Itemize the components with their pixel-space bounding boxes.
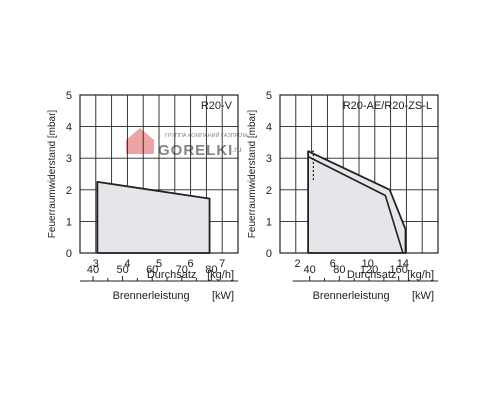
y-tick-label: 2 xyxy=(266,185,272,197)
y-tick-label: 1 xyxy=(266,216,272,228)
y-axis-label: Feuerraumwiderstand [mbar] xyxy=(247,110,258,239)
operating-limit-line xyxy=(307,155,404,254)
chart-r20-ae-zs-l: R20-AE/R20-ZS-L 0 1 2 3 4 5 Feuerraumwiderstand… xyxy=(247,90,439,302)
x-tick-label: 6 xyxy=(330,258,336,270)
chart-title: R20-V xyxy=(201,100,233,112)
secondary-tick-label: 160 xyxy=(390,264,408,276)
plot-frame xyxy=(79,94,239,254)
y-tick-label: 3 xyxy=(66,153,72,165)
dashed-limit-line xyxy=(308,150,314,182)
y-tick-label: 5 xyxy=(266,90,272,102)
secondary-tick-label: 120 xyxy=(360,264,378,276)
watermark-suffix: .ru xyxy=(232,145,241,154)
x-axis-unit: [kg/h] xyxy=(207,269,234,281)
x-axis-unit: [kg/h] xyxy=(407,269,434,281)
x-tick-label: 14 xyxy=(397,258,409,270)
y-tick-label: 4 xyxy=(66,122,72,134)
x-tick-label: 4 xyxy=(124,258,130,270)
x-tick-label: 10 xyxy=(362,258,374,270)
y-tick-label: 0 xyxy=(266,248,272,260)
y-tick-label: 5 xyxy=(66,90,72,102)
chart-title: R20-AE/R20-ZS-L xyxy=(343,100,432,112)
operating-area xyxy=(96,180,211,254)
y-axis-label: Feuerraumwiderstand [mbar] xyxy=(47,110,58,239)
y-tick-label: 2 xyxy=(66,185,72,197)
y-tick-label: 4 xyxy=(266,122,272,134)
secondary-tick-label: 80 xyxy=(205,264,217,276)
x-tick-label: 3 xyxy=(93,258,99,270)
y-tick-label: 1 xyxy=(66,216,72,228)
plot-frame xyxy=(279,94,439,254)
house-logo-icon xyxy=(126,128,154,154)
secondary-axis-unit: [kW] xyxy=(412,290,434,302)
x-tick-label: 2 xyxy=(294,258,300,270)
secondary-tick-label: 80 xyxy=(333,264,345,276)
x-tick-label: 7 xyxy=(219,258,225,270)
y-tick-label: 0 xyxy=(66,248,72,260)
x-tick-label: 5 xyxy=(156,258,162,270)
secondary-tick-label: 40 xyxy=(87,264,99,276)
secondary-tick-label: 50 xyxy=(116,264,128,276)
secondary-axis-label: Brennerleistung xyxy=(313,290,390,302)
secondary-axis-unit: [kW] xyxy=(212,290,234,302)
x-axis-label: Durchsatz xyxy=(147,269,197,281)
secondary-tick-label: 70 xyxy=(176,264,188,276)
secondary-tick-label: 60 xyxy=(146,264,158,276)
secondary-tick-label: 40 xyxy=(304,264,316,276)
x-tick-label: 6 xyxy=(188,258,194,270)
watermark-brand: GORELKI xyxy=(158,142,233,159)
y-tick-label: 3 xyxy=(266,153,272,165)
secondary-axis-label: Brennerleistung xyxy=(113,290,190,302)
